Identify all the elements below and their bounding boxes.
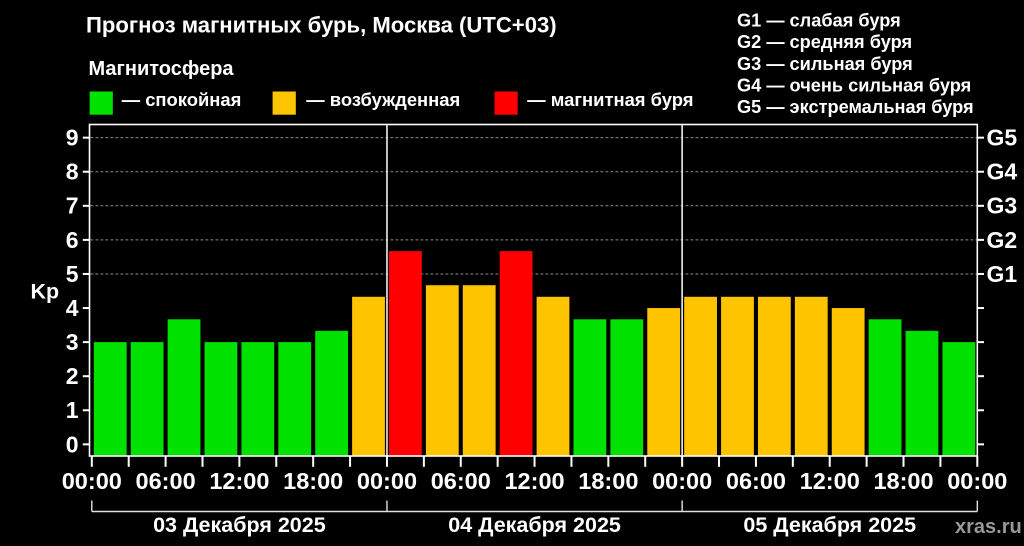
svg-text:G5: G5 [987, 125, 1018, 151]
svg-text:— магнитная буря: — магнитная буря [527, 89, 693, 110]
svg-text:0: 0 [66, 431, 79, 457]
svg-text:4: 4 [66, 295, 79, 321]
svg-text:Kp: Kp [31, 280, 60, 304]
svg-text:12:00: 12:00 [504, 468, 564, 494]
svg-text:12:00: 12:00 [800, 468, 860, 494]
svg-text:G1: G1 [987, 261, 1018, 287]
svg-text:Магнитосфера: Магнитосфера [89, 58, 235, 80]
svg-text:G3: G3 [987, 193, 1018, 219]
svg-text:9: 9 [66, 125, 79, 151]
svg-text:12:00: 12:00 [209, 468, 269, 494]
svg-text:00:00: 00:00 [357, 468, 417, 494]
svg-text:G4: G4 [987, 159, 1018, 185]
svg-text:G4 — очень сильная буря: G4 — очень сильная буря [737, 75, 971, 95]
svg-text:2: 2 [66, 363, 79, 389]
svg-text:1: 1 [66, 397, 79, 423]
svg-text:6: 6 [66, 227, 79, 253]
svg-text:06:00: 06:00 [726, 468, 786, 494]
svg-text:Прогноз магнитных бурь, Москва: Прогноз магнитных бурь, Москва (UTC+03) [86, 13, 557, 38]
svg-text:18:00: 18:00 [873, 468, 933, 494]
svg-text:06:00: 06:00 [431, 468, 491, 494]
svg-text:05 Декабря 2025: 05 Декабря 2025 [743, 513, 916, 537]
svg-text:G5 — экстремальная буря: G5 — экстремальная буря [737, 97, 974, 117]
svg-text:18:00: 18:00 [578, 468, 638, 494]
svg-text:04 Декабря 2025: 04 Декабря 2025 [448, 513, 621, 537]
svg-text:— возбужденная: — возбужденная [306, 89, 460, 110]
svg-text:xras.ru: xras.ru [955, 516, 1022, 538]
svg-text:— спокойная: — спокойная [122, 89, 242, 110]
svg-text:00:00: 00:00 [62, 468, 122, 494]
svg-text:G2: G2 [987, 227, 1018, 253]
svg-text:00:00: 00:00 [947, 468, 1007, 494]
svg-text:00:00: 00:00 [652, 468, 712, 494]
svg-text:G2 — средняя буря: G2 — средняя буря [737, 32, 912, 52]
svg-text:18:00: 18:00 [283, 468, 343, 494]
svg-text:7: 7 [66, 193, 79, 219]
svg-text:5: 5 [66, 261, 79, 287]
svg-text:06:00: 06:00 [136, 468, 196, 494]
svg-text:G1 — слабая буря: G1 — слабая буря [737, 11, 901, 31]
svg-text:8: 8 [66, 159, 79, 185]
svg-text:3: 3 [66, 329, 79, 355]
svg-text:03 Декабря 2025: 03 Декабря 2025 [153, 513, 326, 537]
svg-text:G3 — сильная буря: G3 — сильная буря [737, 54, 913, 74]
